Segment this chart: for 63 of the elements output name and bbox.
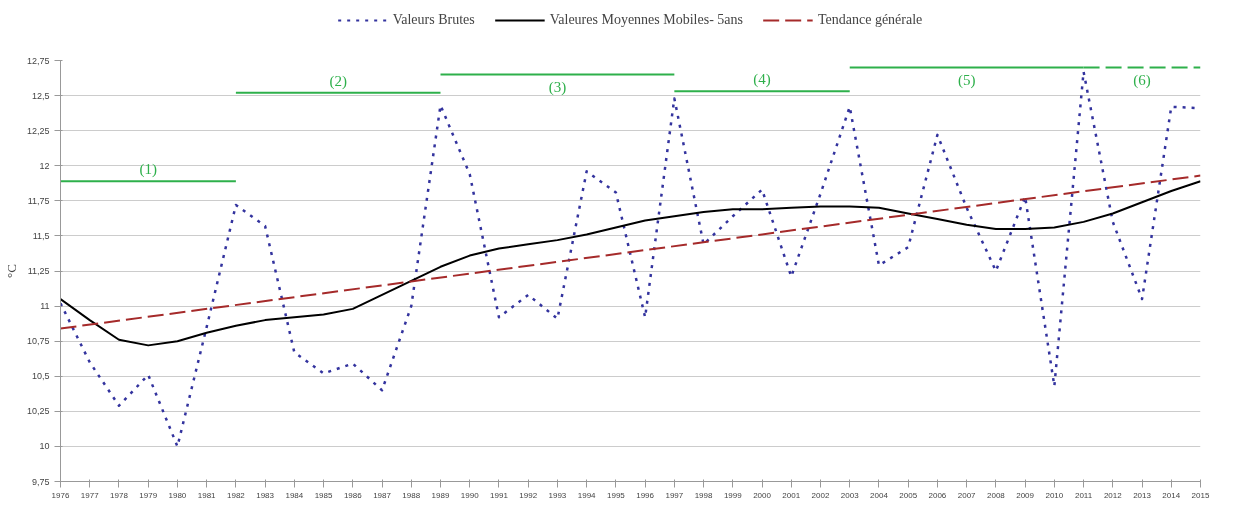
x-tick-label: 2006 bbox=[928, 490, 947, 500]
annotation: (3) bbox=[548, 78, 567, 96]
x-tick-label: 1992 bbox=[519, 490, 538, 500]
x-tick-label: 1983 bbox=[256, 490, 275, 500]
x-tick-label: 2000 bbox=[753, 490, 772, 500]
x-tick-label: 1981 bbox=[197, 490, 217, 500]
x-tick-label: 1979 bbox=[139, 490, 158, 500]
legend-label: Valeures Moyennes Mobiles- 5ans bbox=[549, 12, 743, 28]
x-tick-label: 2009 bbox=[1016, 490, 1035, 500]
x-tick-label: 1976 bbox=[51, 490, 70, 500]
x-tick-label: 1987 bbox=[373, 490, 392, 500]
x-tick-label: 2013 bbox=[1133, 490, 1152, 500]
x-tick-label: 2002 bbox=[811, 490, 830, 500]
x-tick-label: 1997 bbox=[665, 490, 684, 500]
y-tick-label: 12,5 bbox=[31, 90, 50, 101]
y-tick-label: 10,5 bbox=[31, 371, 50, 382]
x-tick-label: 1978 bbox=[110, 490, 129, 500]
annotation: (2) bbox=[329, 72, 347, 90]
legend-label: Valeurs Brutes bbox=[392, 12, 475, 28]
y-tick-label: 11,75 bbox=[27, 195, 50, 206]
x-tick-label: 2010 bbox=[1045, 490, 1064, 500]
x-tick-label: 1990 bbox=[460, 490, 480, 500]
y-axis-title: °C bbox=[3, 264, 19, 278]
x-tick-label: 2001 bbox=[782, 490, 801, 500]
x-tick-label: 1995 bbox=[606, 490, 626, 500]
y-tick-label: 12 bbox=[39, 160, 50, 171]
x-tick-label: 2012 bbox=[1103, 490, 1123, 500]
y-tick-label: 11,25 bbox=[27, 266, 50, 276]
y-tick-label: 9,75 bbox=[31, 476, 50, 487]
x-tick-label: 1982 bbox=[226, 490, 246, 500]
x-tick-label: 1980 bbox=[168, 490, 187, 500]
x-tick-label: 1988 bbox=[402, 490, 421, 500]
x-tick-label: 1994 bbox=[577, 490, 597, 500]
x-tick-label: 1984 bbox=[285, 490, 304, 500]
x-tick-label: 1993 bbox=[548, 490, 567, 500]
x-tick-label: 2004 bbox=[870, 490, 889, 500]
x-tick-label: 1996 bbox=[636, 490, 655, 500]
y-tick-label: 10,75 bbox=[26, 336, 50, 347]
y-tick-label: 10 bbox=[39, 441, 50, 452]
annotation: (1) bbox=[139, 161, 157, 179]
x-tick-label: 2015 bbox=[1191, 490, 1210, 500]
x-tick-label: 1989 bbox=[431, 490, 450, 500]
x-tick-label: 2011 bbox=[1074, 490, 1093, 500]
x-tick-label: 1986 bbox=[343, 490, 363, 500]
x-tick-label: 1977 bbox=[80, 490, 100, 500]
y-tick-label: 10,25 bbox=[26, 406, 50, 417]
x-tick-label: 2005 bbox=[899, 490, 918, 500]
x-tick-label: 2014 bbox=[1162, 490, 1181, 500]
legend-label: Tendance générale bbox=[817, 12, 923, 28]
x-tick-label: 1991 bbox=[490, 490, 509, 500]
x-tick-label: 1999 bbox=[723, 490, 743, 500]
x-tick-label: 1985 bbox=[314, 490, 334, 500]
x-tick-label: 2008 bbox=[986, 490, 1006, 500]
y-tick-label: 11 bbox=[40, 301, 50, 312]
x-tick-label: 2003 bbox=[840, 490, 860, 500]
y-tick-label: 11,5 bbox=[32, 230, 50, 241]
y-tick-label: 12,25 bbox=[26, 125, 50, 136]
annotation: (4) bbox=[753, 71, 771, 89]
x-tick-label: 2007 bbox=[957, 490, 977, 500]
annotation: (6) bbox=[1133, 71, 1151, 89]
x-tick-label: 1998 bbox=[694, 490, 714, 500]
annotation: (5) bbox=[957, 71, 976, 89]
y-tick-label: 12,75 bbox=[26, 55, 50, 66]
